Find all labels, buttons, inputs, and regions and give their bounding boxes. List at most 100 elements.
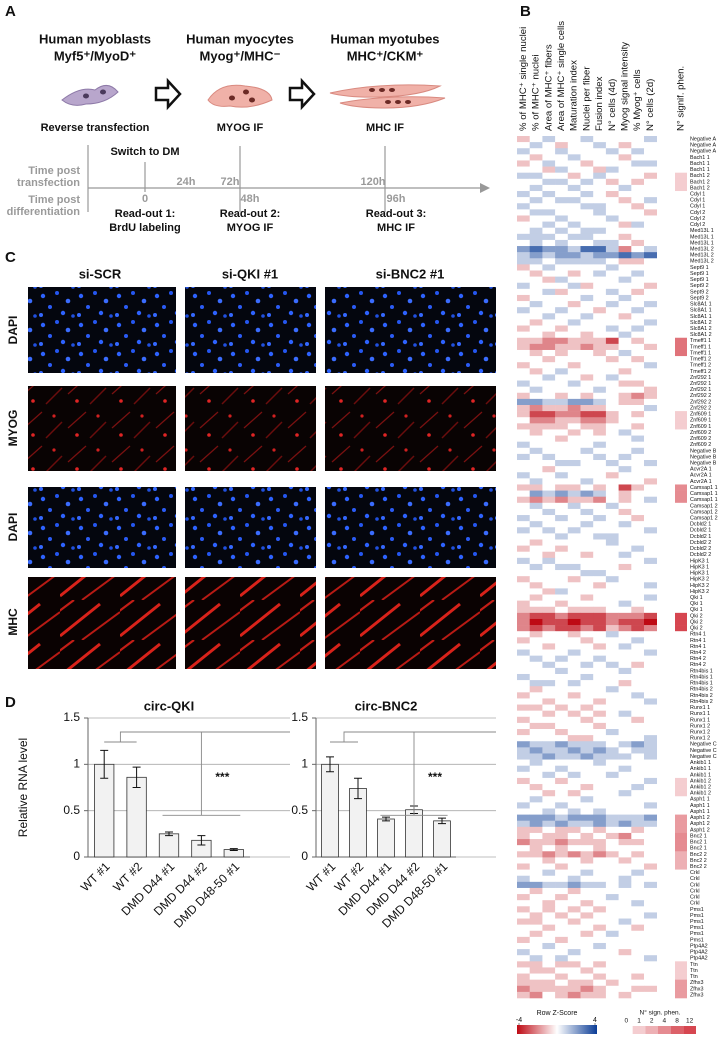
- heatmap-cell: [542, 478, 556, 485]
- heatmap-cell: [631, 802, 645, 809]
- heatmap-cell: [580, 356, 594, 363]
- row-label: Dcbld2 1: [690, 522, 711, 528]
- heatmap-cell: [580, 172, 594, 180]
- heatmap-cell: [580, 246, 594, 253]
- heatmap-cell: [542, 453, 556, 461]
- heatmap-cell: [567, 716, 581, 724]
- heatmap-cell: [517, 368, 530, 375]
- row-label: Med13L 2: [690, 253, 714, 259]
- heatmap-cell: [555, 563, 569, 571]
- heatmap-cell: [529, 478, 543, 485]
- heatmap-cell: [631, 912, 645, 919]
- heatmap-cell: [517, 533, 530, 540]
- heatmap-cell: [605, 472, 619, 479]
- legend-tick-label: 1: [637, 1018, 641, 1025]
- heatmap-cell: [644, 991, 657, 999]
- heatmap-cell: [529, 270, 543, 277]
- heatmap-cell: [631, 521, 645, 528]
- heatmap-cell: [593, 227, 607, 235]
- heatmap-cell: [529, 136, 543, 143]
- heatmap-cell: [618, 979, 632, 987]
- heatmap-cell: [567, 930, 581, 938]
- heatmap-cell: [593, 881, 607, 889]
- heatmap-cell: [593, 790, 607, 797]
- heatmap-cell: [517, 484, 530, 491]
- heatmap-cell: [555, 172, 569, 180]
- row-label: Cdyl 2: [690, 222, 705, 228]
- heatmap-cell: [567, 374, 581, 381]
- heatmap-cell: [567, 349, 581, 357]
- heatmap-cell: [580, 845, 594, 852]
- heatmap-cell: [644, 380, 657, 387]
- heatmap-cell: [567, 875, 581, 883]
- heatmap-cell: [605, 447, 619, 455]
- heatmap-cell: [644, 276, 657, 284]
- significance-cell: [675, 349, 687, 357]
- heatmap-cell: [644, 771, 657, 779]
- heatmap-cell: [631, 594, 645, 601]
- heatmap-cell: [555, 765, 569, 773]
- heatmap-cell: [542, 203, 556, 210]
- heatmap-cell: [555, 832, 569, 840]
- heatmap-cell: [517, 551, 530, 559]
- heatmap-cell: [644, 313, 657, 320]
- heatmap-cell: [593, 545, 607, 553]
- heatmap-cell: [593, 692, 607, 699]
- heatmap-cell: [542, 704, 556, 711]
- heatmap-cell: [567, 765, 581, 773]
- heatmap-cell: [542, 563, 556, 571]
- heatmap-cell: [555, 839, 569, 846]
- heatmap-cell: [567, 710, 581, 718]
- significance-cell: [675, 319, 687, 326]
- heatmap-cell: [580, 637, 594, 644]
- heatmap-cell: [593, 704, 607, 711]
- readout: Read-out 2:: [220, 208, 281, 220]
- heatmap-cell: [631, 582, 645, 589]
- heatmap-cell: [593, 887, 607, 895]
- heatmap-cell: [529, 148, 543, 155]
- heatmap-cell: [517, 215, 530, 222]
- column-label: N° cells (4d): [607, 79, 618, 131]
- heatmap-cell: [580, 197, 594, 204]
- heatmap-cell: [644, 716, 657, 724]
- heatmap-cell: [567, 673, 581, 681]
- row-label: Ttn: [690, 974, 698, 980]
- heatmap-cell: [605, 796, 619, 803]
- heatmap-cell: [542, 154, 556, 161]
- heatmap-cell: [631, 252, 645, 259]
- row-label: Sept9 2: [690, 283, 709, 289]
- heatmap-cell: [605, 594, 619, 601]
- heatmap-cell: [605, 857, 619, 864]
- heatmap-cell: [542, 466, 556, 473]
- significance-cell: [675, 729, 687, 736]
- heatmap-cell: [593, 643, 607, 650]
- row-label: Rtn4bis 1: [690, 674, 713, 680]
- heatmap-cell: [529, 759, 543, 766]
- heatmap-cell: [555, 319, 569, 326]
- heatmap-cell: [580, 136, 594, 143]
- column-label: % Myog⁺ cells: [632, 69, 643, 131]
- heatmap-cell: [580, 441, 594, 449]
- heatmap-cell: [529, 887, 543, 895]
- heatmap-cell: [618, 570, 632, 577]
- heatmap-cell: [580, 307, 594, 314]
- heatmap-cell: [555, 166, 569, 173]
- significance-cell: [675, 508, 687, 516]
- heatmap-cell: [555, 447, 569, 455]
- heatmap-cell: [580, 466, 594, 473]
- heatmap-cell: [644, 545, 657, 553]
- significance-cell: [675, 136, 687, 143]
- heatmap-cell: [605, 655, 619, 663]
- heatmap-cell: [644, 307, 657, 314]
- heatmap-cell: [631, 380, 645, 387]
- heatmap-cell: [605, 814, 619, 822]
- heatmap-cell: [644, 722, 657, 730]
- heatmap-cell: [555, 215, 569, 222]
- heatmap-cell: [593, 930, 607, 938]
- heatmap-cell: [631, 930, 645, 938]
- heatmap-cell: [542, 887, 556, 895]
- heatmap-cell: [567, 826, 581, 834]
- heatmap-cell: [555, 490, 569, 497]
- heatmap-cell: [644, 386, 657, 394]
